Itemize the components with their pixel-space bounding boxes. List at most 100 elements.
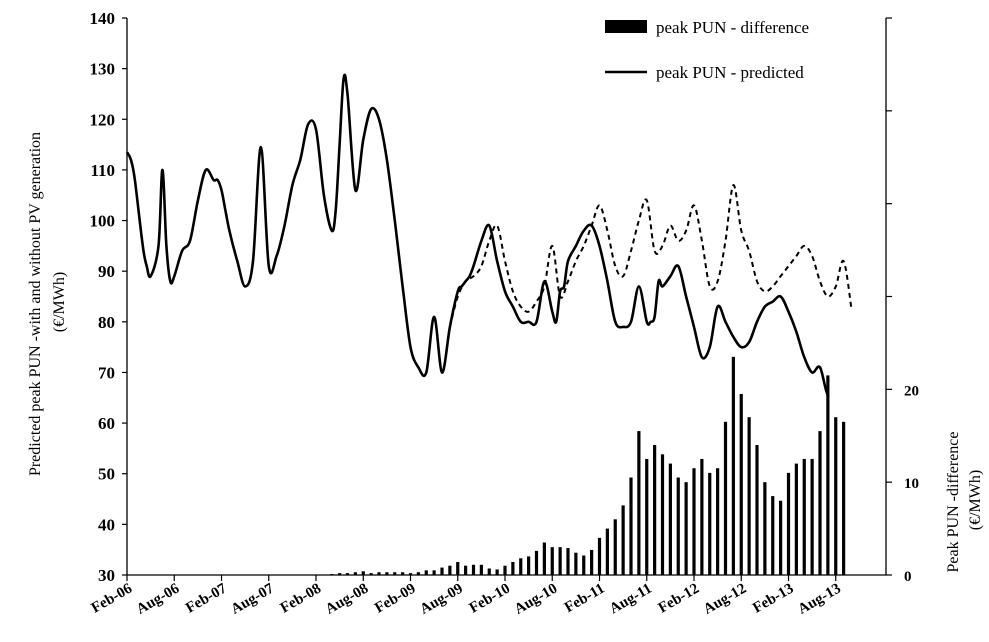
difference-bar	[542, 542, 546, 575]
difference-bar	[432, 570, 436, 575]
difference-bar	[495, 569, 499, 575]
x-tick-label: Feb-09	[372, 581, 418, 617]
difference-bar	[692, 468, 696, 575]
difference-bar	[668, 463, 672, 575]
difference-bar	[786, 472, 791, 575]
difference-bar	[416, 572, 420, 575]
difference-bar	[550, 547, 554, 575]
difference-bar	[448, 565, 452, 575]
difference-bar	[731, 356, 735, 575]
x-tick-label: Aug-07	[228, 580, 277, 617]
x-tick-label: Aug-11	[607, 581, 655, 618]
left-tick-label: 40	[98, 515, 115, 534]
solid-line-series	[125, 73, 830, 397]
difference-bar	[779, 500, 783, 575]
difference-bar	[385, 572, 389, 575]
difference-bar	[708, 472, 712, 575]
difference-bar	[408, 573, 413, 575]
difference-bar	[558, 547, 562, 575]
left-axis-title-line-1: Predicted peak PUN -with and without PV …	[27, 132, 44, 476]
left-tick-label: 70	[98, 363, 115, 382]
bar-series	[322, 356, 846, 575]
left-tick-label: 110	[90, 161, 115, 180]
left-tick-label: 130	[90, 60, 116, 79]
difference-bar	[810, 458, 814, 575]
x-tick-label: Aug-12	[701, 581, 749, 618]
right-tick-label: 10	[904, 476, 919, 492]
difference-bar	[377, 572, 381, 575]
difference-bar	[519, 558, 523, 575]
difference-bar	[353, 572, 357, 575]
difference-bar	[739, 393, 743, 575]
difference-bar	[818, 431, 822, 575]
difference-bar	[700, 458, 704, 575]
left-tick-label: 50	[98, 465, 115, 484]
difference-bar	[393, 572, 397, 575]
difference-bar	[645, 458, 649, 575]
legend: peak PUN - difference peak PUN - predict…	[605, 18, 809, 82]
left-axis-title: Predicted peak PUN -with and without PV …	[27, 128, 68, 476]
x-tick-label: Feb-10	[467, 581, 513, 617]
left-axis-ticks: 30 40 50 60 70 80 90 100 110 120 130 140	[90, 9, 127, 585]
difference-bar	[487, 568, 491, 575]
difference-bar	[676, 477, 680, 575]
right-axis-title-line-1: Peak PUN -difference	[945, 432, 962, 573]
left-tick-label: 140	[90, 9, 116, 28]
difference-bar	[629, 477, 633, 575]
difference-bar	[338, 573, 342, 575]
difference-bar	[345, 573, 350, 575]
legend-label-difference: peak PUN - difference	[656, 18, 809, 37]
difference-bar	[723, 421, 728, 575]
x-tick-label: Aug-13	[795, 581, 843, 618]
difference-bar	[401, 572, 405, 575]
x-tick-label: Feb-11	[562, 581, 608, 617]
difference-bar	[771, 496, 775, 575]
difference-bar	[747, 417, 751, 575]
left-tick-label: 100	[90, 212, 116, 231]
difference-bar	[440, 567, 444, 575]
difference-bar	[590, 549, 594, 575]
difference-bar	[637, 431, 641, 575]
difference-bar	[613, 519, 617, 575]
left-tick-label: 80	[98, 313, 115, 332]
difference-bar	[464, 565, 468, 575]
left-tick-label: 120	[90, 110, 116, 129]
left-tick-label: 90	[98, 262, 115, 281]
x-tick-label: Aug-09	[417, 581, 465, 618]
difference-bar	[826, 375, 830, 575]
difference-bar	[471, 564, 476, 575]
difference-bar	[511, 562, 515, 575]
left-axis-title-line-2: (€/MWh)	[51, 272, 68, 332]
difference-bar	[456, 562, 460, 575]
x-tick-label: Feb-08	[278, 581, 324, 617]
difference-bar	[369, 573, 373, 575]
x-tick-label: Feb-07	[183, 580, 230, 616]
left-tick-label: 30	[98, 566, 115, 585]
right-axis-title-line-2: (€/MWh)	[967, 470, 984, 530]
right-axis-ticks: 0 10 20	[886, 17, 919, 585]
difference-bar	[621, 505, 625, 575]
difference-bar	[527, 556, 531, 575]
difference-bar	[534, 550, 539, 575]
difference-bar	[574, 552, 578, 575]
difference-bar	[605, 528, 609, 575]
legend-bar-swatch	[605, 20, 647, 33]
difference-bar	[566, 548, 570, 575]
difference-bar	[802, 458, 806, 575]
difference-bar	[653, 445, 657, 575]
difference-bar	[834, 417, 838, 575]
difference-bar	[361, 571, 365, 575]
right-tick-label: 0	[904, 569, 912, 585]
difference-bar	[660, 454, 665, 575]
dashed-line-series	[448, 184, 853, 328]
legend-label-predicted: peak PUN - predicted	[656, 63, 804, 82]
difference-bar	[424, 570, 428, 575]
difference-bar	[684, 482, 688, 575]
difference-bar	[842, 421, 846, 575]
difference-bar	[503, 565, 507, 575]
x-tick-label: Aug-08	[323, 581, 371, 618]
x-tick-label: Feb-06	[89, 580, 136, 616]
difference-bar	[755, 445, 759, 575]
